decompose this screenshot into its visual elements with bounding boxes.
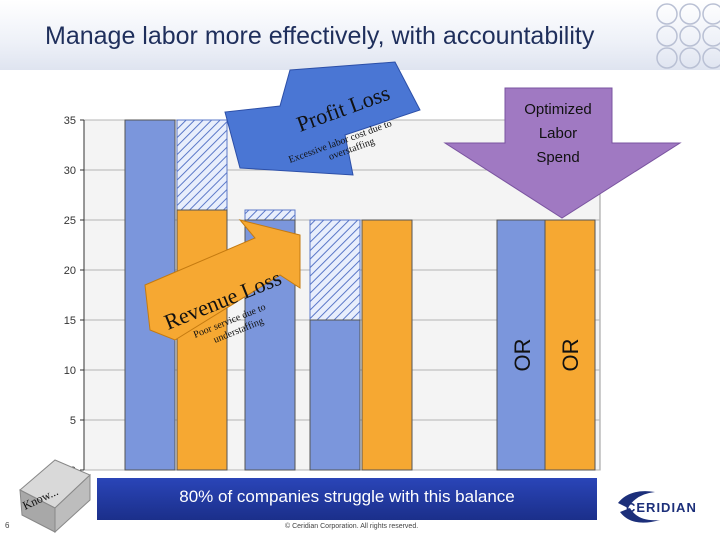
optimized-arrow [443,87,682,219]
profit-loss-arrow [224,61,421,176]
optimized-line3: Spend [536,149,579,166]
copyright: © Ceridian Corporation. All rights reser… [285,523,419,530]
y-tick-label: 25 [64,215,76,227]
bar [496,219,548,471]
bar-hatch [309,219,361,321]
slide-title: Manage labor more effectively, with acco… [45,22,595,50]
y-tick-label: 15 [64,315,76,327]
y-tick-label: 30 [64,165,76,177]
ceridian-logo-mark [618,491,660,523]
bar-hatch [244,209,296,221]
bar [309,319,361,471]
bar-label: OR [510,339,535,372]
bar [544,219,596,471]
optimized-line1: Optimized [524,101,592,118]
revenue-loss-arrow [144,219,301,341]
title-bar [0,0,720,70]
optimized-annotation: Optimized Labor Spend [443,87,682,219]
y-axis: 05101520253035 [64,115,85,477]
y-tick-label: 10 [64,365,76,377]
y-tick-label: 20 [64,265,76,277]
ceridian-logo-text: CERIDIAN [626,500,697,515]
y-tick-label: 5 [70,415,76,427]
decorative-circles [656,3,720,69]
banner: 80% of companies struggle with this bala… [97,478,597,520]
page-number: 6 [5,521,10,530]
bar-hatch [176,119,228,211]
knowledge-cube: Know... [19,459,91,534]
bar-label: OR [558,339,583,372]
banner-text: 80% of companies struggle with this bala… [179,487,515,506]
bar [361,219,413,471]
y-tick-label: 35 [64,115,76,127]
optimized-line2: Labor [539,125,577,142]
